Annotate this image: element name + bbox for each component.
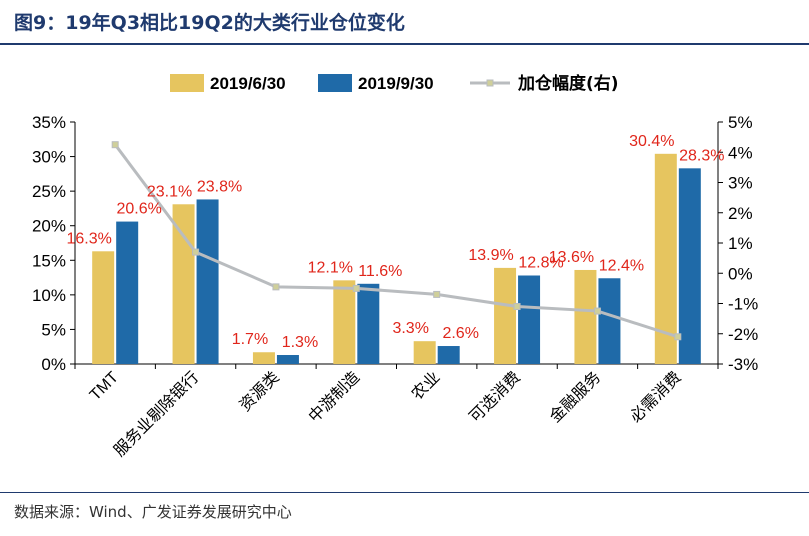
legend-label: 2019/9/30 xyxy=(358,74,434,93)
bar-sep xyxy=(196,199,219,364)
data-label: 13.9% xyxy=(468,247,513,264)
bar-sep xyxy=(357,283,380,364)
right-tick-label: 0% xyxy=(728,264,753,283)
legend-label: 2019/6/30 xyxy=(210,74,286,93)
left-tick-label: 20% xyxy=(32,217,66,236)
data-label: 13.6% xyxy=(549,249,594,266)
data-label: 1.3% xyxy=(282,334,318,351)
line-marker xyxy=(272,283,280,291)
bar-jun xyxy=(92,251,115,364)
bar-sep xyxy=(276,355,299,364)
bar-jun xyxy=(413,341,436,364)
line-marker xyxy=(674,333,682,341)
bar-jun xyxy=(574,269,597,364)
data-label: 12.8% xyxy=(518,254,563,271)
bar-sep xyxy=(678,168,701,364)
left-tick-label: 30% xyxy=(32,148,66,167)
figure-header: 图9：19年Q3相比19Q2的大类行业仓位变化 xyxy=(0,0,809,46)
figure-title: 图9：19年Q3相比19Q2的大类行业仓位变化 xyxy=(14,12,405,34)
legend-swatch xyxy=(318,74,352,92)
category-label: 资源类 xyxy=(236,368,283,415)
source-note: 数据来源：Wind、广发证券发展研究中心 xyxy=(14,503,292,521)
left-tick-label: 5% xyxy=(41,320,66,339)
data-label: 30.4% xyxy=(629,133,674,150)
bar-sep xyxy=(518,275,541,364)
category-label: 金融服务 xyxy=(546,368,604,426)
legend-line-marker xyxy=(486,79,494,87)
data-label: 20.6% xyxy=(117,201,162,218)
data-label: 12.4% xyxy=(599,257,644,274)
right-tick-label: 1% xyxy=(728,234,753,253)
bar-line-chart: 2019/6/30 2019/9/30 加仓幅度(右) 0% 5% 10% 15% 20% 2… xyxy=(32,73,758,460)
data-label: 2.6% xyxy=(442,325,478,342)
right-tick-label: -3% xyxy=(728,355,758,374)
left-tick-label: 10% xyxy=(32,286,66,305)
right-tick-label: -1% xyxy=(728,295,758,314)
legend: 2019/6/30 2019/9/30 加仓幅度(右) xyxy=(170,73,619,94)
bar-sep xyxy=(116,221,139,364)
left-tick-label: 35% xyxy=(32,113,66,132)
title-divider xyxy=(0,43,809,45)
data-label: 23.1% xyxy=(147,183,192,200)
legend-label: 加仓幅度(右) xyxy=(517,73,619,94)
data-label: 11.6% xyxy=(358,263,402,280)
line-marker xyxy=(593,307,601,315)
line-marker xyxy=(352,284,360,292)
data-label: 12.1% xyxy=(308,259,353,276)
line-marker xyxy=(513,303,521,311)
right-tick-label: 5% xyxy=(728,113,753,132)
right-tick-label: -2% xyxy=(728,325,758,344)
category-label: 农业 xyxy=(408,368,443,403)
legend-swatch xyxy=(170,74,204,92)
data-label: 3.3% xyxy=(392,320,428,337)
bar-series xyxy=(92,153,701,364)
bar-jun xyxy=(654,153,677,364)
right-tick-label: 3% xyxy=(728,174,753,193)
data-labels: 16.3% 23.1% 1.7% 12.1% 3.3% 13.9% 13.6% 30.4% 20… xyxy=(67,133,725,351)
bar-jun xyxy=(333,280,356,364)
data-label: 1.7% xyxy=(232,331,268,348)
bar-sep xyxy=(437,346,460,364)
line-marker xyxy=(111,141,119,149)
category-label: 中游制造 xyxy=(305,368,363,426)
axes: 0% 5% 10% 15% 20% 25% 30% 35% -3% -2% -1% 0% 1% 2% 3% 4… xyxy=(32,113,758,460)
line-series xyxy=(111,141,682,341)
left-tick-label: 0% xyxy=(41,355,66,374)
bar-jun xyxy=(494,267,517,364)
left-tick-label: 25% xyxy=(32,182,66,201)
increase-line xyxy=(113,143,679,339)
category-label: 服务业剔除银行 xyxy=(110,368,202,460)
data-label: 28.3% xyxy=(679,147,724,164)
line-marker xyxy=(192,248,200,256)
source-divider xyxy=(0,492,809,493)
data-label: 23.8% xyxy=(197,178,242,195)
line-marker xyxy=(433,290,441,298)
left-tick-label: 15% xyxy=(32,251,66,270)
category-label: 可选消费 xyxy=(466,368,524,426)
bar-jun xyxy=(252,352,275,364)
bar-sep xyxy=(598,278,621,364)
right-tick-label: 4% xyxy=(728,143,753,162)
category-label: 必需消费 xyxy=(627,368,685,426)
right-tick-label: 2% xyxy=(728,204,753,223)
data-label: 16.3% xyxy=(67,230,112,247)
category-label: TMT xyxy=(87,369,122,404)
